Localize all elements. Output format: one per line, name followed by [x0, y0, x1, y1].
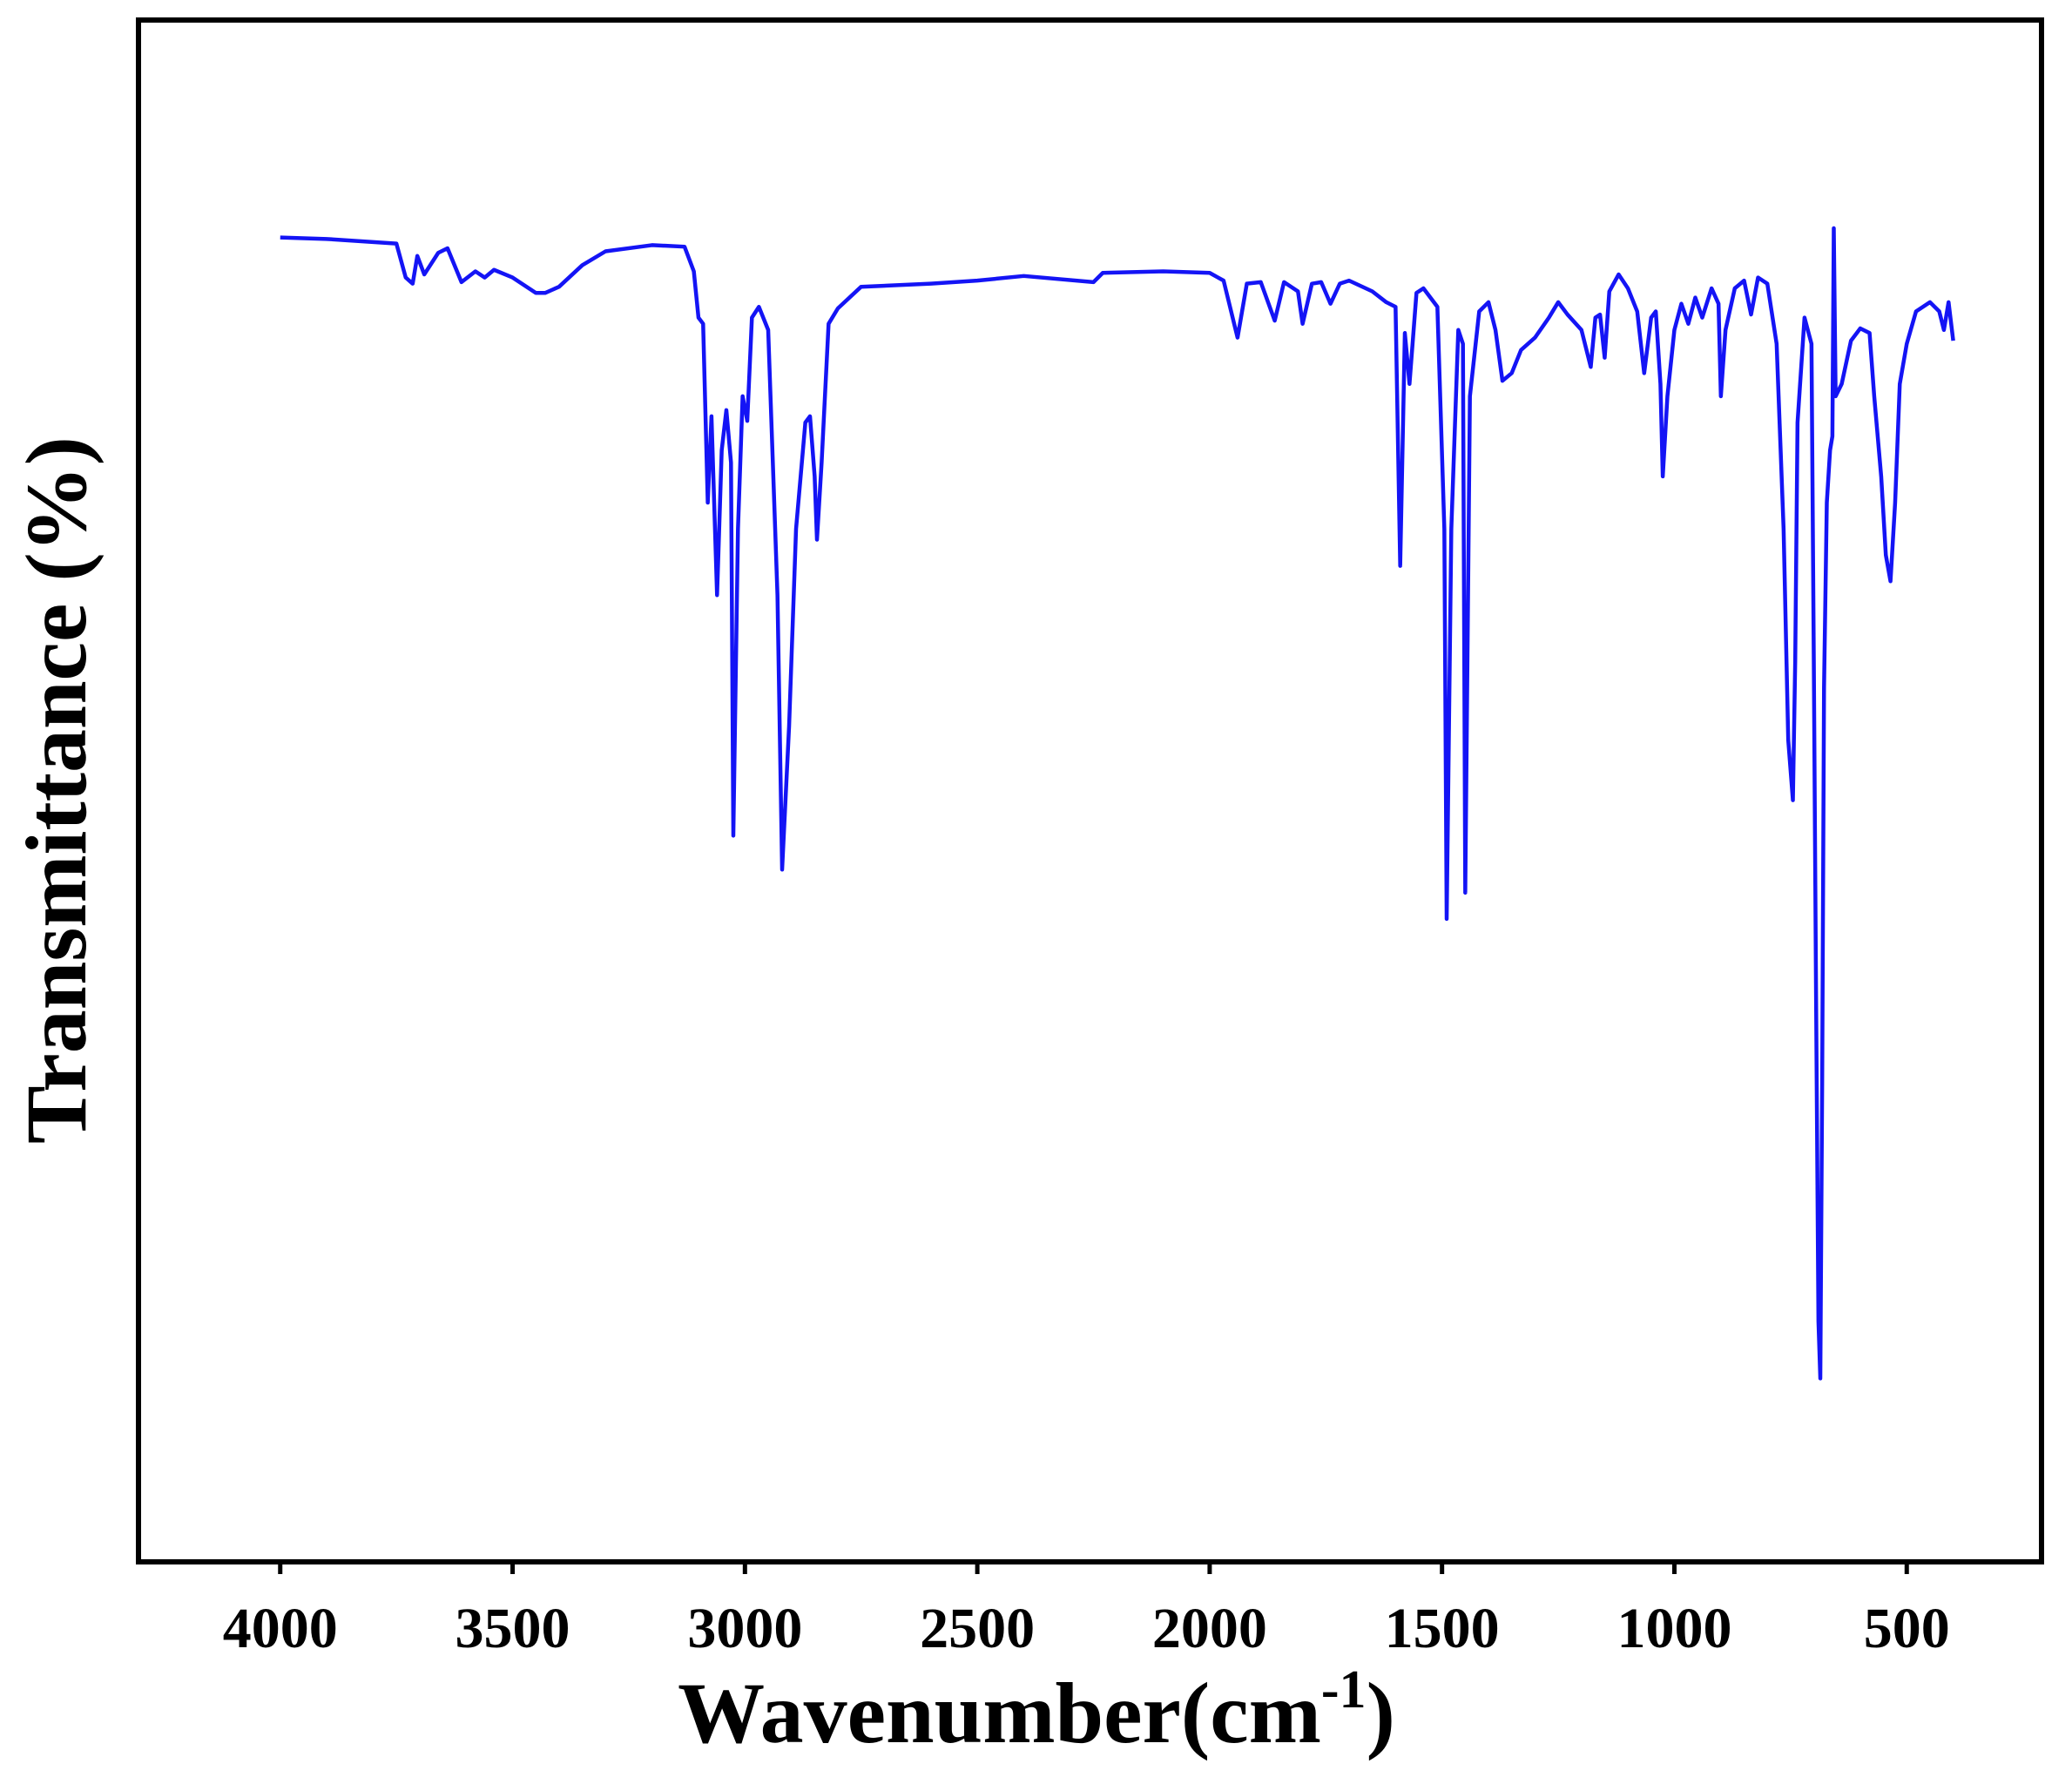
x-tick-label: 1000	[1616, 1597, 1731, 1660]
x-tick-label: 2000	[1152, 1597, 1267, 1660]
x-label-end: )	[1367, 1665, 1395, 1761]
plot-frame	[136, 17, 2044, 1564]
x-tick-label: 4000	[223, 1597, 338, 1660]
x-tick-label: 1500	[1385, 1597, 1500, 1660]
y-axis-label: Transmittance (%)	[8, 436, 105, 1144]
x-tick-label: 3500	[456, 1597, 570, 1660]
spectrum-line	[280, 226, 1955, 1381]
x-tick-label: 3000	[687, 1597, 802, 1660]
x-label-superscript: -1	[1321, 1660, 1367, 1720]
x-tick-label: 2500	[920, 1597, 1035, 1660]
x-label-text: Wavenumber(cm	[678, 1665, 1321, 1761]
x-tick-label: 500	[1864, 1597, 1950, 1660]
x-axis-label: Wavenumber(cm-1)	[678, 1660, 1395, 1761]
